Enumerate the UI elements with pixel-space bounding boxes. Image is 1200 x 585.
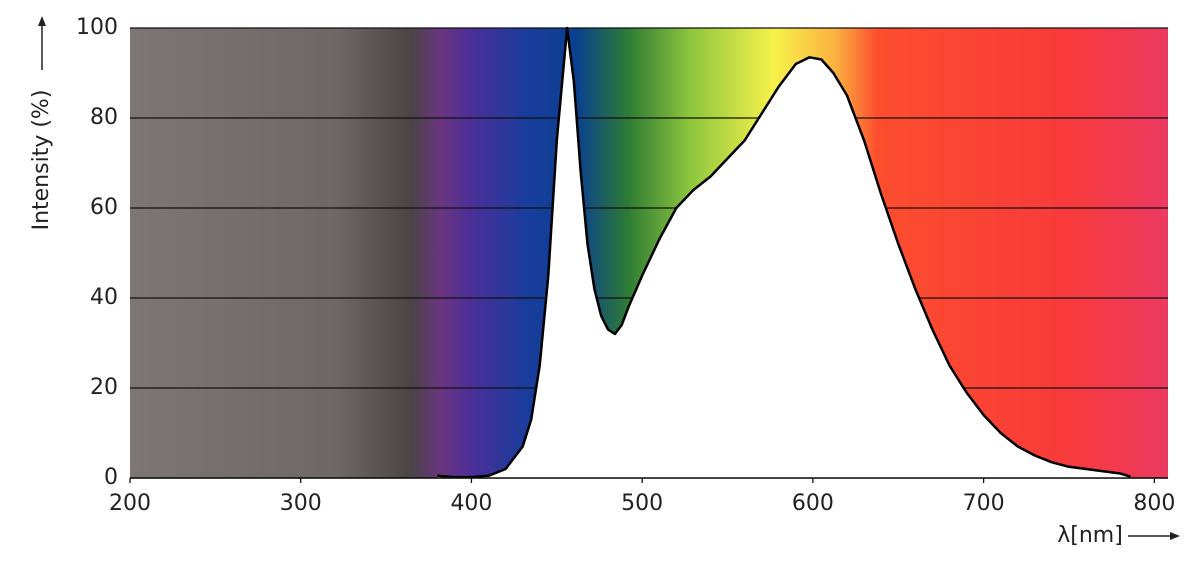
x-tick-label: 500 (621, 491, 663, 516)
y-tick-label: 0 (104, 465, 118, 490)
y-arrow-head (38, 16, 46, 26)
x-tick-label: 700 (963, 491, 1005, 516)
y-tick-label: 60 (90, 195, 118, 220)
x-arrow-head (1170, 532, 1180, 540)
x-tick-label: 600 (792, 491, 834, 516)
x-tick-label: 300 (280, 491, 322, 516)
line (437, 26, 1131, 479)
x-axis-label: λ[nm] (1057, 523, 1123, 548)
y-tick-label: 40 (90, 285, 118, 310)
x-tick-label: 200 (109, 491, 151, 516)
y-tick-label: 100 (76, 15, 118, 40)
area (437, 28, 1131, 478)
y-tick-label: 80 (90, 105, 118, 130)
x-tick-label: 400 (450, 491, 492, 516)
y-axis-label: Intensity (%) (29, 90, 54, 231)
x-tick-label: 800 (1133, 491, 1175, 516)
y-tick-label: 20 (90, 375, 118, 400)
marks (437, 26, 1131, 479)
